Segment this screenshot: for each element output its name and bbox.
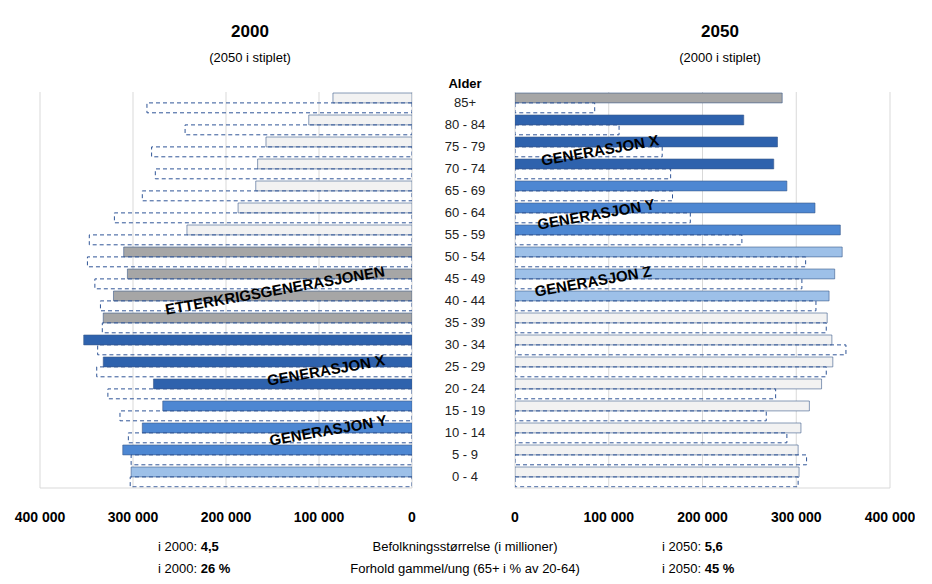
svg-text:20 - 24: 20 - 24 [445,381,485,396]
svg-text:75 - 79: 75 - 79 [445,139,485,154]
html-text:i 2050: 45 %: i 2050: 45 % [662,561,735,576]
svg-text:400 000: 400 000 [865,509,915,525]
svg-text:100 000: 100 000 [294,509,345,525]
html-text:Forhold gammel/ung (65+ i % av: Forhold gammel/ung (65+ i % av 20-64) [350,561,580,576]
html-text:2000: 2000 [231,22,269,41]
svg-text:10 - 14: 10 - 14 [445,425,485,440]
html-text:Befolkningsstørrelse (i millio: Befolkningsstørrelse (i millioner) [372,539,558,554]
svg-text:0: 0 [511,509,519,525]
svg-text:300 000: 300 000 [108,509,159,525]
html-text:i 2000: 4,5: i 2000: 4,5 [158,539,219,554]
svg-text:45 - 49: 45 - 49 [445,271,485,286]
html-text:ETTERKRIGSGENERASJONEN: ETTERKRIGSGENERASJONEN [163,262,387,318]
html-text:GENERASJON Y: GENERASJON Y [268,411,388,449]
html-text:GENERASJON Z: GENERASJON Z [533,262,653,300]
svg-text:55 - 59: 55 - 59 [445,227,485,242]
svg-text:200 000: 200 000 [677,509,728,525]
svg-text:200 000: 200 000 [201,509,252,525]
svg-text:100 000: 100 000 [583,509,634,525]
svg-text:5 - 9: 5 - 9 [452,447,478,462]
svg-text:0: 0 [408,509,416,525]
html-text:GENERASJON X: GENERASJON X [265,351,387,389]
svg-text:65 - 69: 65 - 69 [445,183,485,198]
svg-text:300 000: 300 000 [771,509,822,525]
svg-text:400 000: 400 000 [15,509,66,525]
html-text:GENERASJON Y: GENERASJON Y [536,195,656,233]
svg-text:40 - 44: 40 - 44 [445,293,485,308]
svg-text:60 - 64: 60 - 64 [445,205,485,220]
html-text:i 2050: 5,6: i 2050: 5,6 [662,539,723,554]
svg-text:35 - 39: 35 - 39 [445,315,485,330]
html-text:(2000 i stiplet): (2000 i stiplet) [679,50,761,65]
svg-text:0 - 4: 0 - 4 [452,469,478,484]
svg-text:15 - 19: 15 - 19 [445,403,485,418]
svg-text:25 - 29: 25 - 29 [445,359,485,374]
html-text:2050: 2050 [701,22,739,41]
svg-text:80 - 84: 80 - 84 [445,117,485,132]
html-text:i 2000: 26 %: i 2000: 26 % [158,561,231,576]
svg-text:70 - 74: 70 - 74 [445,161,485,176]
svg-text:50 - 54: 50 - 54 [445,249,485,264]
svg-text:30 - 34: 30 - 34 [445,337,485,352]
html-text:(2050 i stiplet): (2050 i stiplet) [209,50,291,65]
html-text:Alder: Alder [448,76,482,91]
svg-text:85+: 85+ [454,95,476,110]
html-text:GENERASJON X: GENERASJON X [539,131,661,169]
